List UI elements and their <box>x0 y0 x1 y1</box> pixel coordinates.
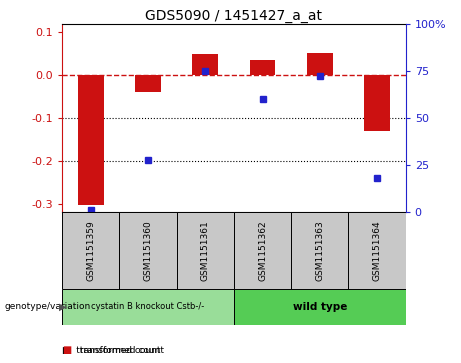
Bar <box>62 289 234 325</box>
Text: GSM1151360: GSM1151360 <box>143 220 153 281</box>
Text: ■: ■ <box>62 345 71 355</box>
Text: genotype/variation: genotype/variation <box>5 302 91 311</box>
Text: wild type: wild type <box>293 302 347 312</box>
Bar <box>135 75 161 92</box>
Bar <box>192 54 218 75</box>
Text: cystatin B knockout Cstb-/-: cystatin B knockout Cstb-/- <box>91 302 205 311</box>
Bar <box>78 75 104 205</box>
Title: GDS5090 / 1451427_a_at: GDS5090 / 1451427_a_at <box>146 9 322 23</box>
Text: GSM1151359: GSM1151359 <box>86 220 95 281</box>
Bar <box>307 53 333 75</box>
Bar <box>349 212 406 289</box>
Bar <box>177 212 234 289</box>
Bar <box>250 60 276 75</box>
Bar <box>119 212 177 289</box>
Text: GSM1151364: GSM1151364 <box>372 220 382 281</box>
Bar <box>234 212 291 289</box>
Text: ▶: ▶ <box>59 302 66 312</box>
Bar <box>364 75 390 131</box>
Text: GSM1151363: GSM1151363 <box>315 220 325 281</box>
Bar <box>291 212 349 289</box>
Text: ■  transformed count: ■ transformed count <box>62 346 161 355</box>
Bar <box>234 289 406 325</box>
Bar <box>62 212 119 289</box>
Text: transformed count: transformed count <box>74 346 164 355</box>
Text: GSM1151361: GSM1151361 <box>201 220 210 281</box>
Text: GSM1151362: GSM1151362 <box>258 220 267 281</box>
